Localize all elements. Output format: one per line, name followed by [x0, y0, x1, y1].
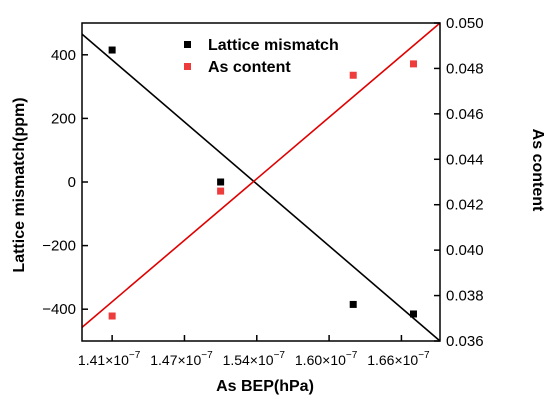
series-0-point-1 — [217, 178, 225, 186]
series-1-point-0 — [108, 312, 116, 320]
fit-line-0 — [81, 33, 441, 342]
series-1-point-2 — [349, 71, 357, 79]
y-left-tick-label-3: −200 — [42, 238, 76, 255]
y-left-tick-label-4: −400 — [42, 301, 76, 318]
y-left-tick-label-1: 200 — [51, 110, 76, 127]
axis-ticks: 1.41×10−7 1.47×10−7 1.54×10−7 1.60×10−7 1.66… — [42, 15, 483, 368]
x-tick-label-3: 1.60×10−7 — [295, 350, 358, 368]
fit-line-1 — [81, 22, 441, 328]
series-0-point-2 — [349, 300, 357, 308]
y-axis-left-title: Lattice mismatch(ppm) — [11, 97, 28, 272]
series-0-point-0 — [108, 46, 116, 54]
series-1-point-1 — [217, 187, 225, 195]
fit-lines — [81, 22, 441, 342]
legend-marker-0 — [184, 41, 191, 48]
legend-label-1: As content — [208, 59, 291, 76]
y-right-tick-label-5: 0.046 — [446, 106, 484, 123]
x-tick-label-4: 1.66×10−7 — [367, 350, 430, 368]
y-right-tick-label-6: 0.048 — [446, 60, 484, 77]
y-right-tick-label-2: 0.040 — [446, 242, 484, 259]
legend-marker-1 — [184, 63, 191, 70]
y-right-tick-label-0: 0.036 — [446, 333, 484, 350]
series-1-point-3 — [409, 60, 417, 68]
legend-label-0: Lattice mismatch — [208, 37, 339, 54]
y-right-tick-label-1: 0.038 — [446, 288, 484, 305]
y-left-tick-label-0: 400 — [51, 47, 76, 64]
x-tick-label-0: 1.41×10−7 — [78, 350, 141, 368]
y-axis-right-title: As content — [529, 129, 546, 212]
y-right-tick-label-3: 0.042 — [446, 197, 484, 214]
legend: Lattice mismatch As content — [184, 37, 339, 76]
x-tick-label-1: 1.47×10−7 — [150, 350, 213, 368]
x-axis-title: As BEP(hPa) — [216, 378, 314, 395]
data-points — [108, 46, 417, 320]
series-0-point-3 — [409, 310, 417, 318]
x-tick-label-2: 1.54×10−7 — [223, 350, 286, 368]
y-left-tick-label-2: 0 — [68, 174, 76, 191]
y-right-tick-label-4: 0.044 — [446, 151, 484, 168]
y-right-tick-label-7: 0.050 — [446, 15, 484, 32]
